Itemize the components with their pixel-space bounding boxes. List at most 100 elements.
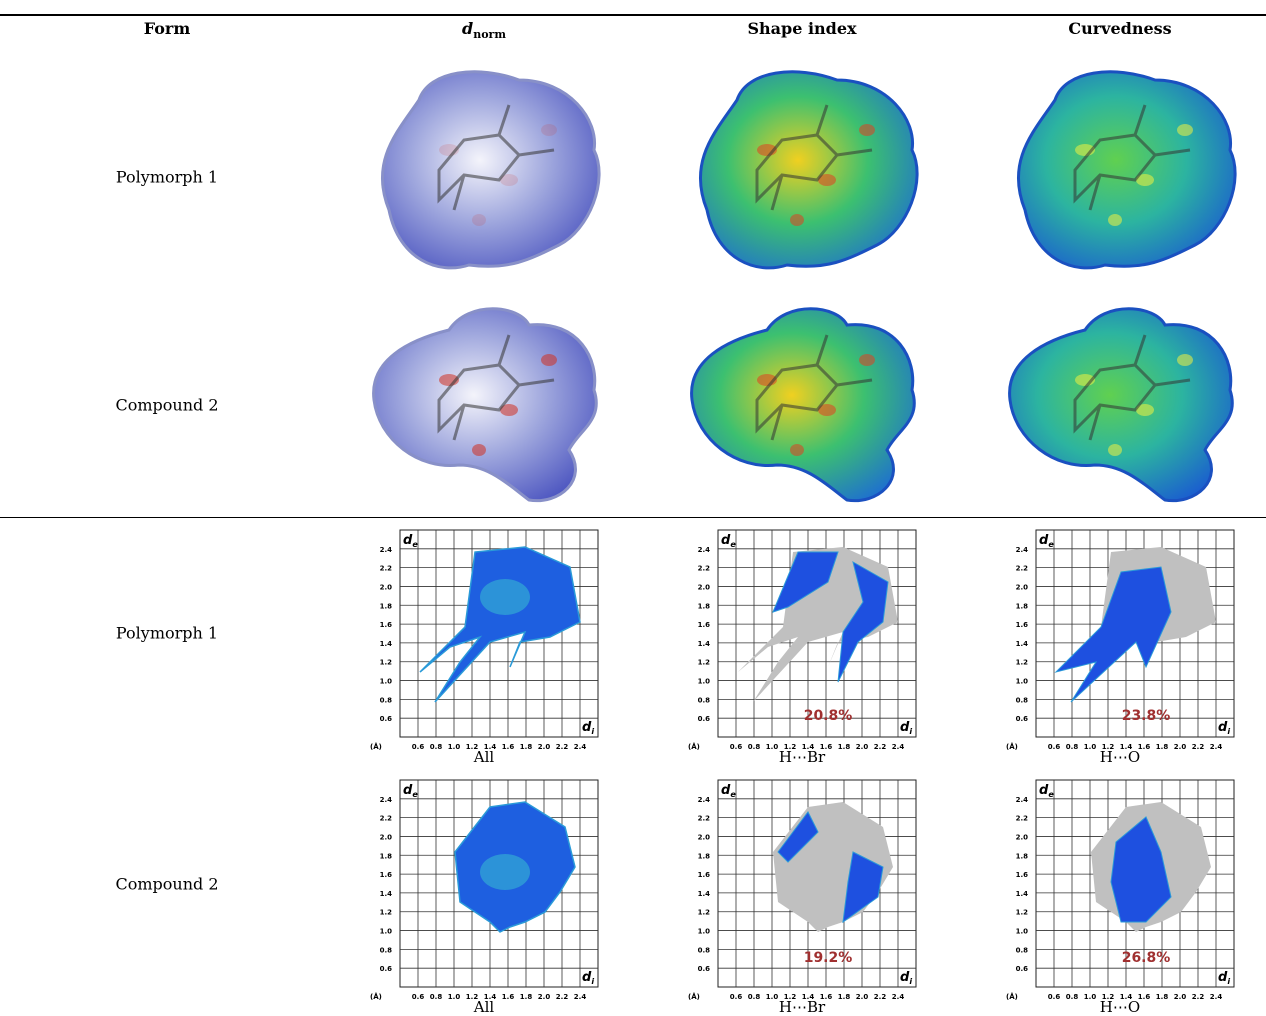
fingerprint-plot: 0.60.60.80.81.01.01.21.21.41.41.61.61.81…	[360, 772, 610, 1002]
y-tick-label: 0.6	[380, 965, 393, 973]
contribution-percent: 26.8%	[1122, 950, 1171, 966]
fingerprint-plot: 0.60.60.80.81.01.01.21.21.41.41.61.61.81…	[996, 772, 1246, 1002]
x-tick-label: 0.8	[748, 993, 761, 1001]
subscript: e	[412, 790, 418, 799]
top-rule	[0, 14, 1266, 16]
subscript: i	[1227, 727, 1230, 736]
y-tick-label: 1.0	[1016, 678, 1029, 686]
contribution-percent: 19.2%	[804, 950, 853, 966]
symbol: d	[462, 19, 473, 38]
y-tick-label: 1.6	[1016, 621, 1029, 629]
subscript: i	[591, 727, 594, 736]
x-tick-label: 2.0	[856, 993, 869, 1001]
x-tick-label: 1.0	[766, 743, 779, 751]
axis-unit: (Å)	[1006, 992, 1018, 1001]
y-tick-label: 1.0	[1016, 928, 1029, 936]
y-tick-label: 0.6	[698, 715, 711, 723]
x-tick-label: 0.6	[1048, 743, 1061, 751]
x-tick-label: 2.2	[1192, 993, 1205, 1001]
x-tick-label: 1.0	[448, 743, 461, 751]
y-tick-label: 0.8	[380, 696, 393, 704]
y-tick-label: 2.4	[1016, 796, 1029, 804]
y-tick-label: 1.2	[698, 909, 711, 917]
plot-caption: H⋯O	[1100, 748, 1140, 766]
y-tick-label: 2.0	[1016, 833, 1029, 841]
y-tick-label: 1.6	[698, 871, 711, 879]
y-tick-label: 2.0	[1016, 583, 1029, 591]
hirshfeld-surface	[677, 60, 927, 285]
header-shape-index: Shape index	[747, 19, 856, 38]
x-tick-label: 2.2	[556, 993, 569, 1001]
y-tick-label: 0.8	[1016, 696, 1029, 704]
y-tick-label: 1.4	[698, 890, 711, 898]
subscript: i	[909, 977, 912, 986]
x-tick-label: 2.2	[874, 743, 887, 751]
y-tick-label: 1.0	[380, 678, 393, 686]
surface	[692, 309, 915, 501]
x-tick-label: 2.0	[1174, 743, 1187, 751]
y-tick-label: 2.4	[698, 796, 711, 804]
y-tick-label: 1.6	[380, 871, 393, 879]
surface-spot	[790, 214, 804, 226]
y-tick-label: 2.2	[1016, 815, 1029, 823]
y-tick-label: 0.8	[698, 946, 711, 954]
y-tick-label: 2.4	[380, 796, 393, 804]
subscript: i	[591, 977, 594, 986]
x-tick-label: 1.8	[520, 993, 533, 1001]
subscript: e	[412, 540, 418, 549]
y-tick-label: 1.2	[380, 909, 393, 917]
y-tick-label: 1.4	[1016, 890, 1029, 898]
surface-spot	[1177, 124, 1193, 136]
x-tick-label: 1.0	[448, 993, 461, 1001]
y-tick-label: 1.6	[698, 621, 711, 629]
surface-spot	[1177, 354, 1193, 366]
x-tick-label: 0.6	[730, 743, 743, 751]
x-tick-label: 0.8	[1066, 993, 1079, 1001]
mid-rule	[0, 517, 1266, 518]
fingerprint-plot: 0.60.60.80.81.01.01.21.21.41.41.61.61.81…	[678, 522, 928, 752]
x-tick-label: 1.6	[502, 993, 515, 1001]
y-tick-label: 1.8	[380, 602, 393, 610]
y-tick-label: 2.0	[380, 833, 393, 841]
x-tick-label: 0.8	[1066, 743, 1079, 751]
subscript: norm	[473, 28, 506, 41]
y-tick-label: 1.0	[380, 928, 393, 936]
page: Form dnorm Shape index Curvedness Polymo…	[0, 0, 1266, 1015]
subscript: i	[1227, 977, 1230, 986]
subscript: e	[1048, 540, 1054, 549]
surface-spot	[859, 124, 875, 136]
x-tick-label: 2.0	[538, 993, 551, 1001]
x-tick-label: 2.2	[874, 993, 887, 1001]
axis-unit: (Å)	[1006, 742, 1018, 751]
x-tick-label: 0.6	[730, 993, 743, 1001]
x-tick-label: 1.0	[766, 993, 779, 1001]
y-tick-label: 2.2	[1016, 565, 1029, 573]
y-tick-label: 1.8	[698, 852, 711, 860]
x-tick-label: 1.0	[1084, 993, 1097, 1001]
y-tick-label: 2.4	[380, 546, 393, 554]
header-form: Form	[144, 19, 191, 38]
y-tick-label: 1.6	[1016, 871, 1029, 879]
hirshfeld-surface	[359, 290, 609, 515]
y-tick-label: 2.2	[698, 815, 711, 823]
y-tick-label: 1.0	[698, 928, 711, 936]
y-tick-label: 1.2	[698, 659, 711, 667]
contribution-percent: 23.8%	[1122, 708, 1171, 724]
x-tick-label: 1.8	[838, 743, 851, 751]
fingerprint-plot: 0.60.60.80.81.01.01.21.21.41.41.61.61.81…	[360, 522, 610, 752]
x-tick-label: 0.8	[430, 993, 443, 1001]
surface	[700, 72, 917, 268]
x-tick-label: 2.2	[1192, 743, 1205, 751]
fingerprint-core	[480, 854, 530, 890]
subscript: e	[730, 540, 736, 549]
y-tick-label: 2.0	[698, 833, 711, 841]
x-tick-label: 2.4	[892, 743, 905, 751]
y-tick-label: 0.8	[698, 696, 711, 704]
hirshfeld-surface	[995, 290, 1245, 515]
row-label: Compound 2	[115, 875, 218, 894]
plot-caption: All	[474, 998, 494, 1016]
y-tick-label: 1.4	[380, 640, 393, 648]
surface-spot	[472, 214, 486, 226]
hirshfeld-surface	[995, 60, 1245, 285]
y-tick-label: 0.6	[698, 965, 711, 973]
